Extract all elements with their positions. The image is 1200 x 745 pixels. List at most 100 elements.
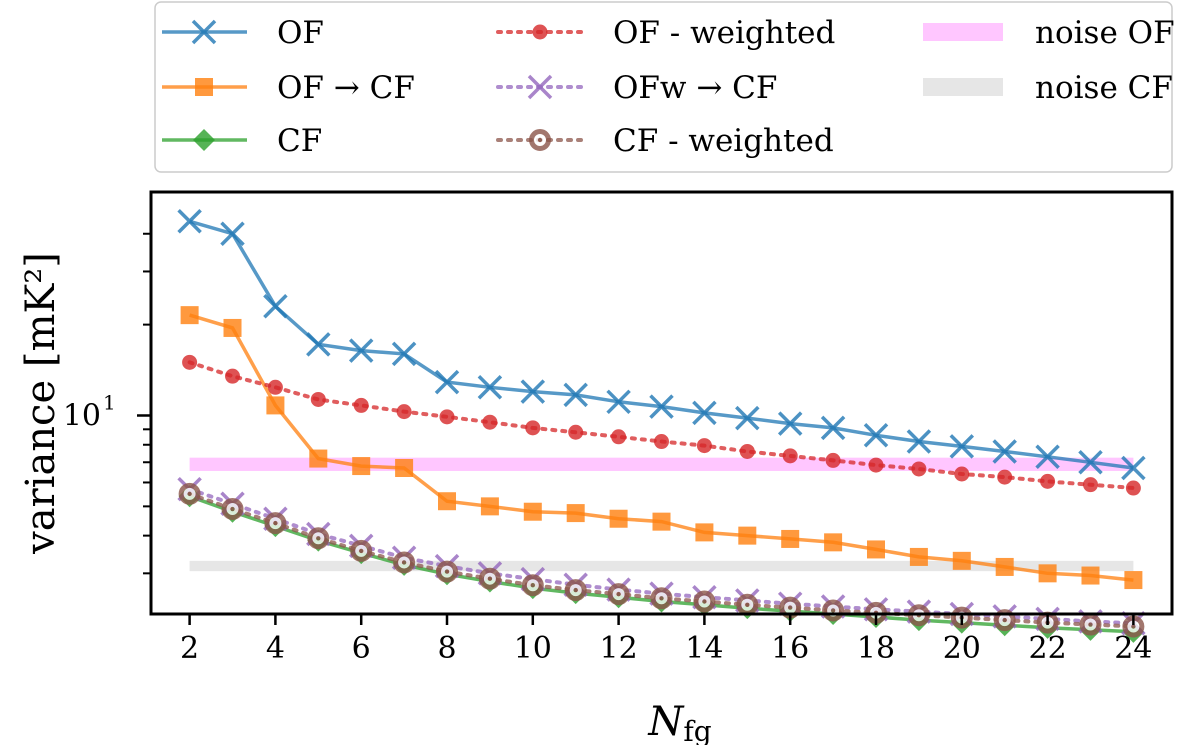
marker-cf-weighted-2-center	[187, 491, 192, 497]
data-point-of-to-cf-3	[223, 318, 242, 337]
data-point-of-2	[177, 209, 202, 234]
legend-marker-group-of	[191, 19, 217, 45]
x-tick-label-16: 16	[771, 631, 809, 666]
marker-of-to-cf-18	[866, 540, 885, 559]
data-point-of-10	[520, 379, 546, 404]
data-point-of-to-cf-2	[180, 306, 199, 325]
data-point-cf-weighted-12	[607, 583, 630, 606]
data-point-of-6	[348, 338, 374, 363]
marker-of-20	[949, 434, 975, 459]
x-tick-label-4: 4	[266, 631, 285, 666]
marker-of-weighted-23	[1082, 477, 1098, 493]
data-point-of-to-cf-18	[866, 540, 885, 559]
legend-marker-cf-weighted	[529, 129, 551, 151]
x-tick-label-24: 24	[1114, 631, 1152, 666]
data-point-cf-weighted-17	[822, 599, 845, 622]
data-point-of-weighted-2	[182, 354, 198, 370]
y-tick-label-10: 10	[63, 398, 101, 433]
data-point-of-14	[692, 400, 717, 426]
x-tick-label-12: 12	[600, 631, 638, 666]
data-point-of-17	[820, 415, 846, 441]
marker-of-to-cf-4	[266, 396, 285, 415]
marker-of-to-cf-10	[523, 502, 542, 521]
legend-marker-cf	[193, 129, 215, 151]
marker-of-to-cf-20	[952, 551, 971, 570]
data-point-cf-weighted-6	[350, 539, 373, 562]
legend: OF OF → CF CF OF - weighted OFw → CF CF - wei…	[154, 1, 1175, 173]
marker-of-to-cf-12	[609, 509, 628, 528]
marker-of-15	[735, 405, 760, 431]
data-point-of-to-cf-13	[652, 512, 671, 531]
marker-of-to-cf-15	[738, 526, 757, 545]
data-point-of-weighted-4	[267, 379, 283, 395]
marker-cf-weighted-8-center	[444, 569, 450, 574]
data-point-of-to-cf-7	[395, 458, 414, 477]
marker-of-weighted-6	[353, 397, 369, 413]
legend-item-cf-weighted: CF - weighted	[496, 123, 834, 159]
marker-of-13	[649, 394, 674, 419]
data-point-of-12	[606, 389, 631, 415]
data-point-of-weighted-11	[568, 424, 584, 440]
marker-of-to-cf-8	[438, 492, 457, 511]
legend-marker-group-of-weighted	[532, 24, 548, 40]
plot-area: 10 1 2 4 6 8 10 12 14 16 18 20 22 24	[63, 190, 1174, 666]
marker-of-to-cf-21	[995, 557, 1014, 576]
legend-marker-of-to-cf	[195, 78, 213, 96]
data-point-of-18	[863, 423, 889, 448]
legend-item-noise-cf: noise CF	[923, 70, 1173, 106]
data-point-of-weighted-9	[482, 414, 498, 430]
legend-marker-group-ofw-to-cf	[527, 74, 553, 100]
data-point-of-weighted-15	[739, 443, 755, 459]
marker-cf-weighted-21	[993, 609, 1016, 632]
legend-label-noise-cf: noise CF	[1035, 70, 1173, 106]
marker-cf-weighted-17	[822, 599, 845, 622]
data-point-of-to-cf-9	[480, 497, 499, 516]
data-point-of-weighted-7	[396, 404, 412, 420]
data-point-of-9	[477, 375, 503, 400]
data-point-of-to-cf-10	[523, 502, 542, 521]
data-point-cf-weighted-15	[736, 593, 759, 616]
legend-item-of-weighted: OF - weighted	[496, 15, 835, 51]
data-point-of-23	[1078, 450, 1103, 475]
x-tick-label-14: 14	[685, 631, 723, 666]
legend-marker-group-of-to-cf	[195, 78, 213, 96]
marker-cf-weighted-10-center	[530, 583, 536, 588]
marker-of-to-cf-19	[909, 547, 928, 566]
legend-item-ofw-to-cf: OFw → CF	[496, 70, 777, 106]
marker-cf-weighted-5	[307, 527, 330, 550]
series-of-to-cf	[180, 306, 1143, 590]
marker-of-24	[1121, 455, 1146, 481]
data-point-of-20	[949, 434, 975, 459]
marker-of-to-cf-11	[566, 504, 585, 523]
data-point-of-16	[777, 411, 803, 436]
legend-label-of-weighted: OF - weighted	[613, 15, 835, 51]
marker-cf-weighted-24-center	[1131, 624, 1136, 629]
legend-marker-group-cf	[193, 129, 215, 151]
marker-cf-weighted-3	[221, 498, 244, 521]
marker-of-to-cf-24	[1124, 571, 1143, 590]
data-point-of-15	[735, 405, 760, 431]
x-tick-label-22: 22	[1028, 631, 1066, 666]
data-point-of-to-cf-12	[609, 509, 628, 528]
marker-of-to-cf-7	[395, 458, 414, 477]
marker-cf-weighted-6-center	[359, 548, 364, 554]
marker-of-to-cf-9	[480, 497, 499, 516]
marker-cf-weighted-5-center	[316, 536, 321, 541]
series-of-weighted	[182, 354, 1141, 496]
marker-cf-weighted-10	[521, 574, 544, 597]
data-point-of-to-cf-11	[566, 504, 585, 523]
marker-of-weighted-4	[267, 379, 283, 395]
marker-cf-weighted-7-center	[401, 560, 407, 565]
data-point-cf-weighted-13	[650, 587, 673, 610]
marker-of-17	[820, 415, 846, 441]
data-point-of-13	[649, 394, 674, 419]
data-point-of-21	[992, 439, 1017, 464]
plot-frame	[149, 190, 1174, 616]
legend-label-of: OF	[277, 15, 324, 51]
x-tick-label-10: 10	[514, 631, 552, 666]
data-point-of-weighted-22	[1040, 473, 1056, 489]
marker-of-7	[391, 341, 417, 367]
marker-of-11	[563, 382, 588, 408]
data-point-of-3	[220, 221, 245, 246]
